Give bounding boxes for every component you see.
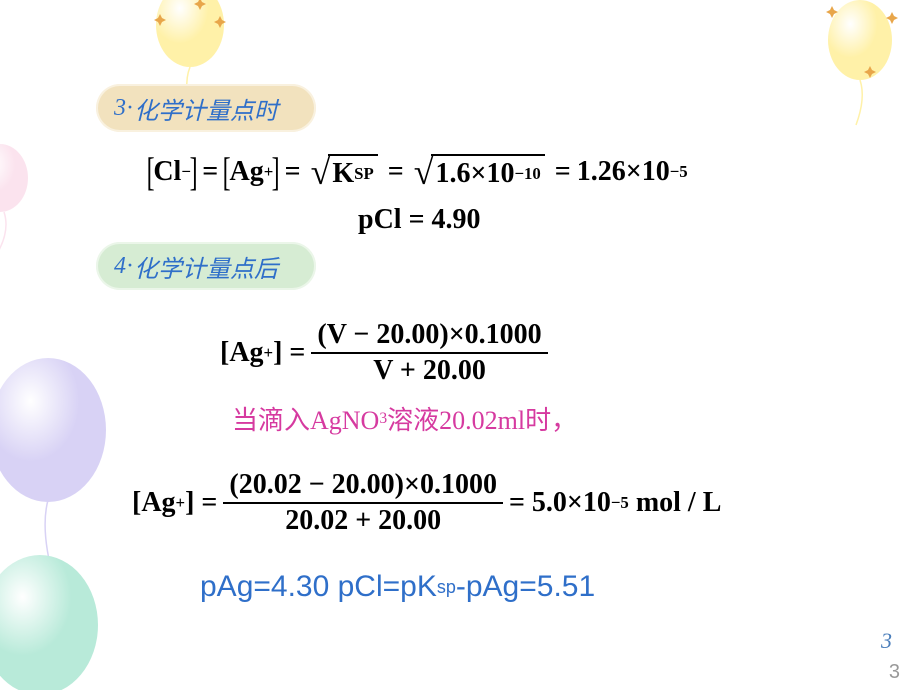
eq4-val: = 5.0×10 <box>509 487 611 519</box>
eq3-num: (V − 20.00)×0.1000 <box>311 318 547 352</box>
eq1-result-exp: −5 <box>670 162 688 182</box>
eq5-b: -pAg=5.51 <box>456 570 595 604</box>
eq4-exp: −5 <box>611 493 629 513</box>
eq4-num: (20.02 − 20.00)×0.1000 <box>223 468 503 502</box>
eq1-ksp-sub: SP <box>354 164 374 184</box>
equation-3: [Ag+] = (V − 20.00)×0.1000 V + 20.00 <box>220 318 554 387</box>
note-sub: 3 <box>379 410 387 428</box>
section-3-text: 化学计量点时 <box>134 91 278 126</box>
slide-content: 3·化学计量点时 [Cl−] = [Ag+] = √KSP = √1.6×10−… <box>0 0 920 690</box>
eq1-cl: Cl <box>153 156 181 188</box>
note-text: 当滴入AgNO3溶液20.02ml时， <box>232 400 577 437</box>
section-4-number: 4 <box>114 253 126 280</box>
eq3-den: V + 20.00 <box>367 354 492 388</box>
note-b: 溶液20.02ml时， <box>387 400 577 437</box>
equation-1: [Cl−] = [Ag+] = √KSP = √1.6×10−10 = 1.26… <box>148 148 688 195</box>
section-4-label: 4·化学计量点后 <box>96 242 316 290</box>
eq1-inside: 1.6×10 <box>435 158 514 190</box>
eq1-ag: Ag <box>230 156 264 188</box>
eq4-den: 20.02 + 20.00 <box>279 504 447 538</box>
equation-5: pAg=4.30 pCl=pKsp-pAg=5.51 <box>200 570 595 604</box>
eq4-unit: mol / L <box>636 487 722 519</box>
eq2-text: pCl = 4.90 <box>358 204 481 236</box>
eq4-lhs-close: ] = <box>185 487 217 519</box>
eq5-sub: sp <box>437 577 456 598</box>
slide-number-blue: 3 <box>881 628 892 654</box>
section-4-text: 化学计量点后 <box>134 249 278 284</box>
eq1-result: 1.26×10 <box>577 156 670 188</box>
eq5-a: pAg=4.30 pCl=pK <box>200 570 437 604</box>
eq3-lhs: [Ag <box>220 337 264 369</box>
eq4-lhs: [Ag <box>132 487 176 519</box>
eq1-inside-exp: −10 <box>514 164 540 184</box>
slide-number-gray: 3 <box>889 661 900 684</box>
section-3-number: 3 <box>114 95 126 122</box>
eq3-lhs-close: ] = <box>273 337 305 369</box>
note-a: 当滴入AgNO <box>232 400 379 437</box>
equation-2: pCl = 4.90 <box>358 204 481 236</box>
equation-4: [Ag+] = (20.02 − 20.00)×0.1000 20.02 + 2… <box>132 468 721 537</box>
eq1-ksp: K <box>332 158 354 190</box>
section-3-label: 3·化学计量点时 <box>96 84 316 132</box>
